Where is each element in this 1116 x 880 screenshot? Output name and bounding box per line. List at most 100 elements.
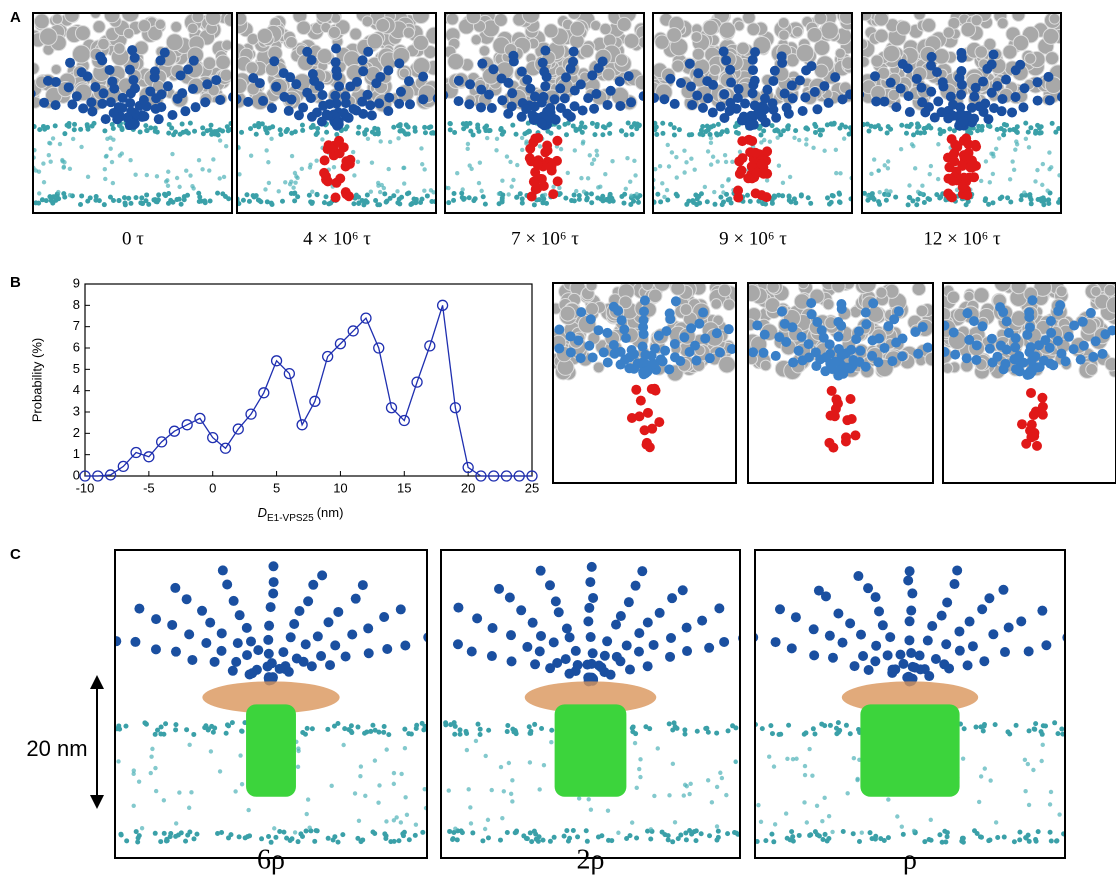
- lipid-bead: [844, 723, 849, 728]
- lipid-bead: [838, 200, 843, 205]
- lipid-bead: [356, 160, 360, 164]
- filament-bead: [748, 347, 758, 357]
- lipid-bead: [924, 125, 929, 130]
- filament-bead: [222, 579, 232, 589]
- lipid-bead: [674, 155, 678, 159]
- filament-bead: [950, 350, 960, 360]
- lipid-bead: [264, 148, 268, 152]
- filament-bead: [958, 117, 968, 127]
- filament-bead: [676, 78, 686, 88]
- lipid-bead: [154, 199, 159, 204]
- lipid-bead: [635, 786, 639, 790]
- filament-bead: [550, 94, 560, 104]
- lipid-bead: [665, 188, 669, 192]
- lipid-bead: [792, 136, 796, 140]
- lipid-bead: [806, 195, 811, 200]
- lipid-bead: [632, 121, 637, 126]
- lipid-bead: [962, 726, 967, 731]
- protein-bead: [827, 386, 837, 396]
- membrane-bead: [896, 21, 910, 35]
- caption: 2ρ: [577, 844, 605, 875]
- protein-bead: [1017, 419, 1027, 429]
- filament-bead: [331, 43, 341, 53]
- lipid-bead: [600, 194, 605, 199]
- filament-bead: [43, 76, 53, 86]
- filament-bead: [833, 332, 843, 342]
- lipid-bead: [592, 132, 597, 137]
- lipid-bead: [584, 828, 589, 833]
- lipid-bead: [191, 186, 195, 190]
- lipid-bead: [851, 831, 856, 836]
- lipid-bead: [991, 154, 995, 158]
- lipid-bead: [780, 193, 785, 198]
- filament-bead: [540, 81, 550, 91]
- filament-bead: [258, 96, 268, 106]
- lipid-bead: [885, 130, 890, 135]
- filament-bead: [915, 651, 925, 661]
- caption: ρ: [903, 844, 917, 875]
- filament-bead: [988, 629, 998, 639]
- lipid-bead: [537, 787, 541, 791]
- lipid-bead: [1026, 762, 1030, 766]
- filament-bead: [955, 646, 965, 656]
- lipid-bead: [552, 835, 557, 840]
- filament-bead: [780, 89, 790, 99]
- lipid-bead: [72, 122, 77, 127]
- lipid-bead: [363, 794, 367, 798]
- membrane-bead: [667, 28, 682, 43]
- lipid-bead: [158, 839, 163, 844]
- filament-bead: [716, 102, 726, 112]
- lipid-bead: [787, 193, 792, 198]
- filament-bead: [313, 631, 323, 641]
- lipid-bead: [726, 177, 730, 181]
- filament-bead: [622, 641, 632, 651]
- filament-bead: [585, 673, 595, 683]
- lipid-bead: [191, 836, 196, 841]
- filament-bead: [643, 661, 653, 671]
- filament-bead: [264, 649, 274, 659]
- filament-bead: [428, 636, 438, 646]
- lipid-bead: [452, 130, 457, 135]
- lipid-bead: [830, 193, 835, 198]
- lipid-bead: [425, 193, 430, 198]
- filament-bead: [748, 120, 758, 130]
- filament-bead: [556, 103, 566, 113]
- lipid-bead: [412, 125, 417, 130]
- filament-bead: [130, 83, 140, 93]
- lipid-bead: [628, 180, 632, 184]
- lipid-bead: [155, 728, 160, 733]
- protein-bead: [636, 396, 646, 406]
- membrane-bead: [691, 32, 702, 43]
- lipid-bead: [1024, 137, 1028, 141]
- lipid-bead: [763, 202, 768, 207]
- lipid-bead: [674, 192, 679, 197]
- lipid-bead: [381, 730, 386, 735]
- filament-bead: [670, 339, 680, 349]
- lipid-bead: [792, 196, 797, 201]
- lipid-bead: [142, 720, 147, 725]
- lipid-bead: [936, 177, 940, 181]
- filament-bead: [1019, 83, 1029, 93]
- filament-bead: [160, 48, 170, 58]
- lipid-bead: [305, 726, 310, 731]
- lipid-bead: [993, 722, 998, 727]
- filament-bead: [809, 624, 819, 634]
- lipid-bead: [883, 163, 887, 167]
- lipid-bead: [447, 788, 451, 792]
- filament-bead: [538, 342, 548, 352]
- lipid-bead: [878, 126, 883, 131]
- membrane-bead: [792, 27, 803, 38]
- filament-bead: [358, 580, 368, 590]
- filament-bead: [278, 647, 288, 657]
- lipid-bead: [804, 137, 808, 141]
- lipid-bead: [94, 194, 99, 199]
- filament-bead: [200, 97, 210, 107]
- filament-bead: [301, 639, 311, 649]
- lipid-bead: [532, 829, 537, 834]
- membrane-bead: [1104, 284, 1116, 296]
- filament-bead: [937, 611, 947, 621]
- filament-bead: [539, 92, 549, 102]
- filament-bead: [639, 306, 649, 316]
- filament-bead: [686, 81, 696, 91]
- lipid-bead: [500, 178, 504, 182]
